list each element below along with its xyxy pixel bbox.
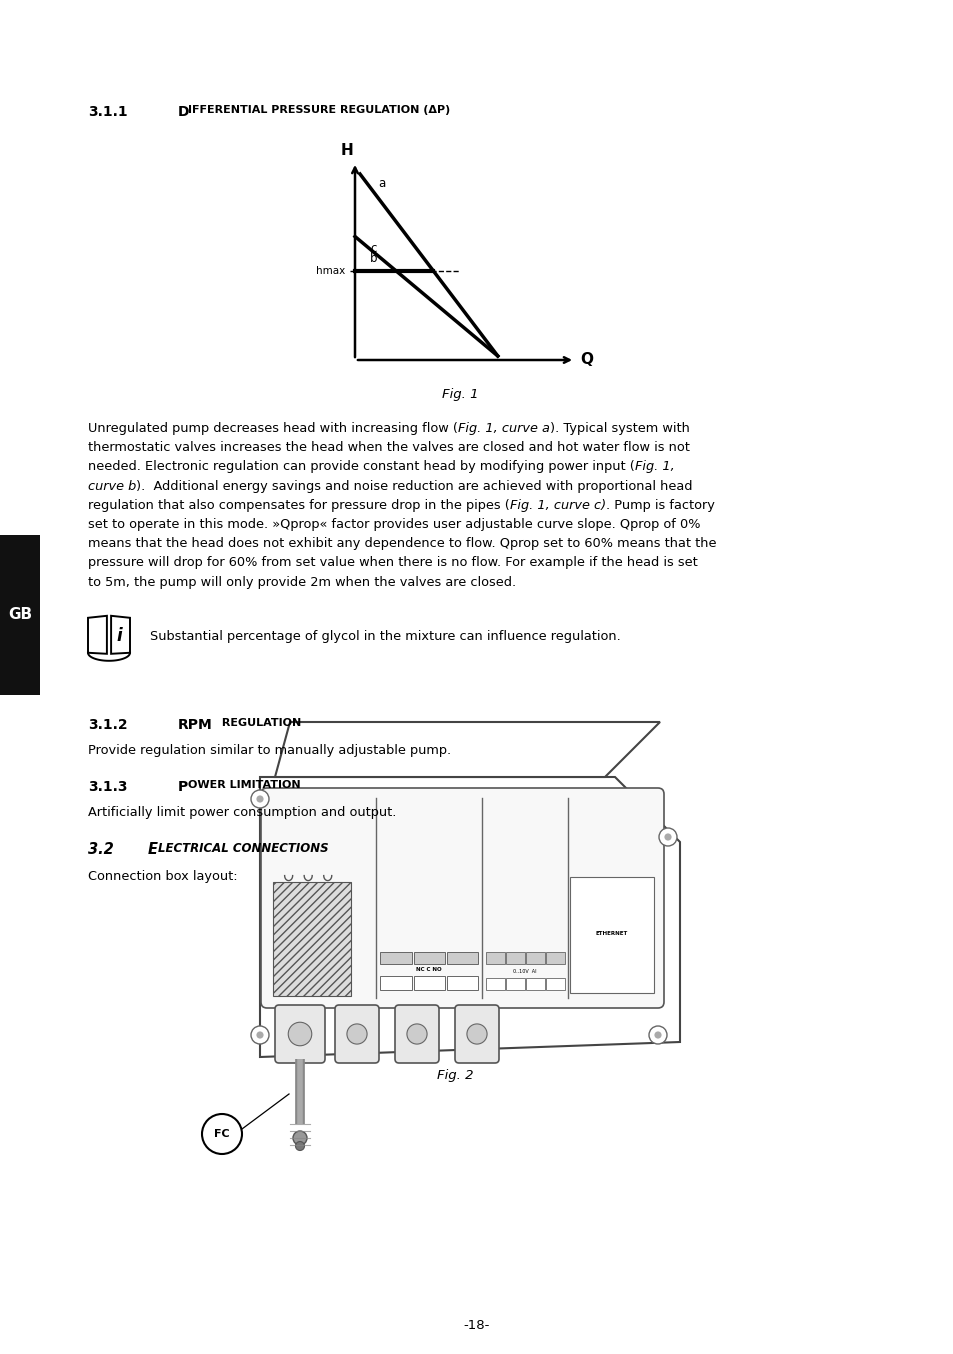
Text: Unregulated pump decreases head with increasing flow (: Unregulated pump decreases head with inc… bbox=[88, 422, 457, 435]
Bar bbox=[505, 978, 524, 990]
Text: Artificially limit power consumption and output.: Artificially limit power consumption and… bbox=[88, 806, 395, 819]
Text: ). Typical system with: ). Typical system with bbox=[549, 422, 689, 435]
Circle shape bbox=[251, 789, 269, 808]
Text: 3.1.2: 3.1.2 bbox=[88, 718, 128, 731]
Bar bbox=[414, 952, 444, 964]
Text: H: H bbox=[340, 144, 353, 158]
Text: Fig. 1: Fig. 1 bbox=[441, 389, 477, 401]
Circle shape bbox=[663, 834, 671, 841]
Text: thermostatic valves increases the head when the valves are closed and hot water : thermostatic valves increases the head w… bbox=[88, 441, 689, 454]
Text: GB: GB bbox=[8, 607, 32, 623]
Bar bbox=[0, 535, 40, 695]
Bar bbox=[485, 952, 504, 964]
Text: -18-: -18- bbox=[463, 1319, 490, 1332]
Text: 3.1.1: 3.1.1 bbox=[88, 106, 128, 119]
Text: D: D bbox=[178, 106, 190, 119]
Text: Provide regulation similar to manually adjustable pump.: Provide regulation similar to manually a… bbox=[88, 743, 451, 757]
Text: . Pump is factory: . Pump is factory bbox=[605, 498, 714, 512]
Circle shape bbox=[648, 1026, 666, 1044]
Text: Fig. 1,: Fig. 1, bbox=[634, 460, 674, 474]
Bar bbox=[505, 952, 524, 964]
Text: c: c bbox=[370, 241, 376, 255]
Text: OWER LIMITATION: OWER LIMITATION bbox=[188, 780, 300, 789]
Text: LECTRICAL CONNECTIONS: LECTRICAL CONNECTIONS bbox=[158, 842, 329, 854]
Circle shape bbox=[295, 1141, 304, 1151]
Polygon shape bbox=[274, 722, 659, 777]
Text: Fig. 1, curve c): Fig. 1, curve c) bbox=[509, 498, 605, 512]
Bar bbox=[380, 976, 412, 990]
Text: 3.2: 3.2 bbox=[88, 842, 113, 857]
Bar bbox=[446, 976, 477, 990]
Circle shape bbox=[251, 1026, 269, 1044]
Bar bbox=[446, 952, 477, 964]
Bar bbox=[545, 978, 564, 990]
Text: means that the head does not exhibit any dependence to flow. Qprop set to 60% me: means that the head does not exhibit any… bbox=[88, 538, 716, 550]
Text: FC: FC bbox=[214, 1129, 230, 1139]
FancyBboxPatch shape bbox=[570, 876, 654, 992]
Circle shape bbox=[659, 829, 677, 846]
Text: P: P bbox=[178, 780, 188, 793]
Bar bbox=[414, 976, 444, 990]
Text: Fig. 1, curve a: Fig. 1, curve a bbox=[457, 422, 549, 435]
Bar bbox=[525, 978, 544, 990]
FancyBboxPatch shape bbox=[261, 788, 663, 1007]
Circle shape bbox=[293, 1131, 307, 1145]
Polygon shape bbox=[111, 616, 130, 654]
Bar bbox=[380, 952, 412, 964]
Circle shape bbox=[466, 1024, 487, 1044]
Circle shape bbox=[654, 1032, 661, 1039]
Text: 3.1.3: 3.1.3 bbox=[88, 780, 128, 793]
Text: Substantial percentage of glycol in the mixture can influence regulation.: Substantial percentage of glycol in the … bbox=[150, 631, 620, 643]
Text: ETHERNET: ETHERNET bbox=[596, 932, 627, 937]
Bar bbox=[485, 978, 504, 990]
Text: Q: Q bbox=[579, 352, 593, 367]
Text: hmax: hmax bbox=[315, 265, 345, 276]
Text: IFFERENTIAL PRESSURE REGULATION (ΔP): IFFERENTIAL PRESSURE REGULATION (ΔP) bbox=[189, 106, 450, 115]
Polygon shape bbox=[88, 616, 107, 654]
Bar bbox=[525, 952, 544, 964]
Text: to 5m, the pump will only provide 2m when the valves are closed.: to 5m, the pump will only provide 2m whe… bbox=[88, 575, 516, 589]
Text: pressure will drop for 60% from set value when there is no flow. For example if : pressure will drop for 60% from set valu… bbox=[88, 556, 697, 570]
Text: set to operate in this mode. »Qprop« factor provides user adjustable curve slope: set to operate in this mode. »Qprop« fac… bbox=[88, 519, 700, 531]
Text: NC C NO: NC C NO bbox=[416, 967, 441, 972]
FancyBboxPatch shape bbox=[395, 1005, 438, 1063]
Text: curve b: curve b bbox=[88, 479, 136, 493]
Polygon shape bbox=[260, 777, 679, 1057]
FancyBboxPatch shape bbox=[274, 1005, 325, 1063]
FancyBboxPatch shape bbox=[455, 1005, 498, 1063]
Bar bbox=[273, 881, 351, 997]
Circle shape bbox=[407, 1024, 427, 1044]
Text: regulation that also compensates for pressure drop in the pipes (: regulation that also compensates for pre… bbox=[88, 498, 509, 512]
Circle shape bbox=[202, 1114, 242, 1154]
Text: needed. Electronic regulation can provide constant head by modifying power input: needed. Electronic regulation can provid… bbox=[88, 460, 634, 474]
Text: REGULATION: REGULATION bbox=[218, 718, 301, 728]
Circle shape bbox=[288, 1022, 312, 1045]
Text: b: b bbox=[370, 252, 377, 264]
Text: RPM: RPM bbox=[178, 718, 213, 731]
Circle shape bbox=[256, 795, 263, 803]
Text: a: a bbox=[377, 177, 385, 190]
Text: Fig. 2: Fig. 2 bbox=[436, 1070, 473, 1082]
Bar bbox=[545, 952, 564, 964]
Text: i: i bbox=[116, 627, 122, 645]
Text: ).  Additional energy savings and noise reduction are achieved with proportional: ). Additional energy savings and noise r… bbox=[136, 479, 692, 493]
Circle shape bbox=[256, 1032, 263, 1039]
FancyBboxPatch shape bbox=[335, 1005, 378, 1063]
Text: 0..10V  AI: 0..10V AI bbox=[513, 969, 537, 974]
Text: Connection box layout:: Connection box layout: bbox=[88, 869, 237, 883]
Circle shape bbox=[347, 1024, 367, 1044]
Text: E: E bbox=[148, 842, 158, 857]
